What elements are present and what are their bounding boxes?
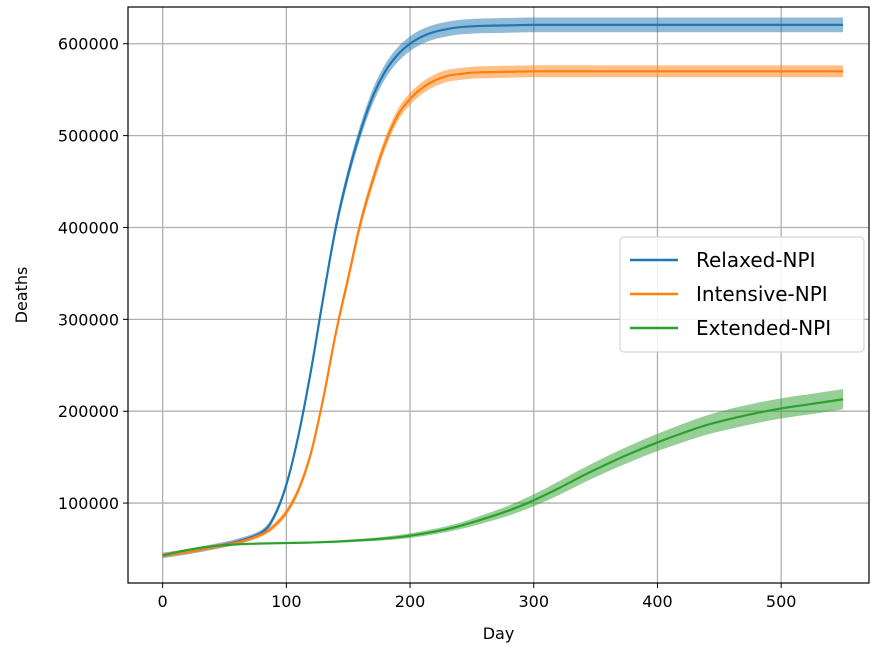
y-tick-label: 100000 (58, 494, 119, 513)
y-tick-label: 500000 (58, 127, 119, 146)
legend-label: Relaxed-NPI (696, 248, 815, 272)
series-line-intensive-npi (162, 70, 844, 557)
y-axis-ticks: 100000 200000 300000 400000 500000 600000 (58, 35, 128, 513)
y-tick-label: 400000 (58, 218, 119, 237)
series-line-relaxed-npi (162, 23, 844, 557)
legend-label: Intensive-NPI (696, 282, 828, 306)
legend-box (619, 236, 865, 353)
confidence-bands (162, 17, 844, 559)
y-tick-label: 600000 (58, 35, 119, 54)
legend: Relaxed-NPI Intensive-NPI Extended-NPI (619, 236, 865, 353)
x-tick-label: 500 (766, 592, 797, 611)
y-tick-label: 200000 (58, 402, 119, 421)
series-lines (162, 23, 844, 557)
plot-frame (127, 6, 870, 584)
x-tick-label: 300 (518, 592, 549, 611)
band-extended-npi (162, 389, 844, 556)
x-tick-label: 200 (395, 592, 426, 611)
y-axis-title: Deaths (12, 267, 31, 324)
y-tick-label: 300000 (58, 310, 119, 329)
x-tick-label: 100 (271, 592, 302, 611)
x-axis-ticks: 0 100 200 300 400 500 (158, 583, 797, 611)
series-line-extended-npi (162, 398, 844, 557)
x-axis-title: Day (483, 624, 515, 643)
x-tick-label: 0 (158, 592, 168, 611)
x-tick-label: 400 (642, 592, 673, 611)
legend-label: Extended-NPI (696, 316, 831, 340)
